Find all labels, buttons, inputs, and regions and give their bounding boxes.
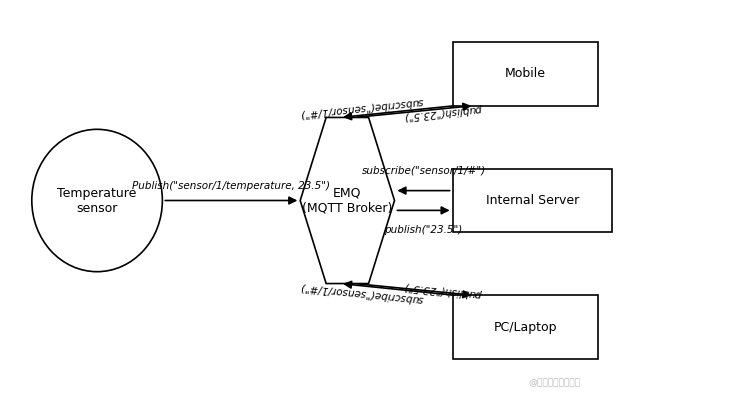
Text: subscribe("sensor/1/#"): subscribe("sensor/1/#") — [300, 282, 424, 305]
Text: Internal Server: Internal Server — [485, 194, 579, 207]
Text: publish("23.5"): publish("23.5") — [385, 225, 463, 235]
Text: subscribe("sensor/1/#"): subscribe("sensor/1/#") — [361, 166, 485, 176]
Text: PC/Laptop: PC/Laptop — [493, 320, 557, 334]
Text: subscribe("sensor/1/#"): subscribe("sensor/1/#") — [300, 96, 424, 119]
Text: @拓上掘金技术社区: @拓上掘金技术社区 — [528, 378, 580, 387]
Text: publish("23.5"): publish("23.5") — [404, 280, 483, 298]
Text: publish("23.5"): publish("23.5") — [404, 103, 483, 121]
Text: EMQ
(MQTT Broker): EMQ (MQTT Broker) — [302, 186, 393, 215]
Text: Publish("sensor/1/temperature, 23.5"): Publish("sensor/1/temperature, 23.5") — [132, 180, 330, 190]
Text: Mobile: Mobile — [504, 67, 545, 81]
Text: Temperature
sensor: Temperature sensor — [58, 186, 137, 215]
